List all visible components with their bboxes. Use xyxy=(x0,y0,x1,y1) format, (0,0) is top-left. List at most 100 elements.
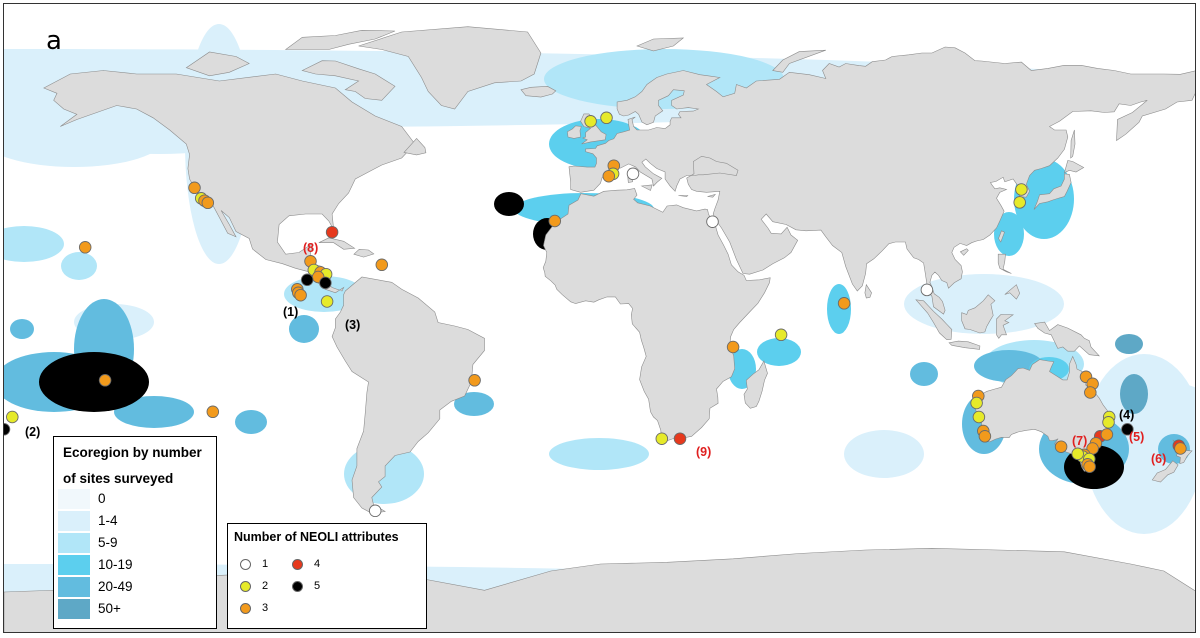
ecoregion-swatch xyxy=(58,555,90,575)
land-ireland xyxy=(567,125,582,139)
ecoregion-class-label: 10-19 xyxy=(98,557,133,572)
ecoregion-swatch xyxy=(58,599,90,619)
ecoregion-shape xyxy=(1084,354,1195,534)
neoli-legend-dot xyxy=(292,559,303,570)
ecoregion-legend-row: 1-4 xyxy=(58,511,208,531)
site-marker xyxy=(655,432,669,445)
neoli-legend-dot xyxy=(292,581,303,592)
site-marker xyxy=(972,410,986,424)
ecoregion-shape xyxy=(1115,334,1143,354)
site-marker xyxy=(584,115,597,128)
ecoregion-legend: Ecoregion by number of sites surveyed 0 1… xyxy=(53,436,217,629)
neoli-legend-value: 4 xyxy=(314,558,321,570)
land-philippines-luzon xyxy=(997,253,1012,274)
land-borneo xyxy=(961,294,996,334)
site-marker xyxy=(368,504,382,518)
neoli-legend: Number of NEOLI attributes 1 2 3 4 5 xyxy=(227,523,427,629)
land-new-guinea xyxy=(1034,321,1100,357)
ecoregion-shape xyxy=(1120,374,1148,414)
ecoregion-swatch xyxy=(58,533,90,553)
site-marker xyxy=(673,432,687,445)
ecoregion-swatch xyxy=(58,511,90,531)
site-marker xyxy=(774,328,788,342)
land-canadian-arctic-2 xyxy=(284,29,396,50)
neoli-legend-value: 3 xyxy=(262,602,269,614)
ecoregion-swatch xyxy=(58,489,90,509)
site-label: (9) xyxy=(696,445,711,459)
land-crete xyxy=(678,195,689,197)
land-novaya-zemlya xyxy=(772,49,826,73)
site-label: (8) xyxy=(303,241,318,255)
ecoregion-class-label: 50+ xyxy=(98,601,121,616)
site-label: (6) xyxy=(1151,452,1166,466)
ecoregion-shape xyxy=(289,315,319,343)
land-hokkaido xyxy=(1063,160,1085,174)
site-marker xyxy=(726,340,740,354)
site-marker xyxy=(1083,460,1096,473)
land-svalbard xyxy=(636,37,685,52)
site-marker xyxy=(188,181,201,195)
site-label: (7) xyxy=(1072,434,1087,448)
site-marker xyxy=(6,410,19,424)
land-baffin xyxy=(301,60,396,101)
land-sulawesi xyxy=(996,314,1014,339)
site-marker xyxy=(468,374,481,387)
ecoregion-legend-row: 5-9 xyxy=(58,533,208,553)
site-label: (2) xyxy=(25,425,40,439)
ecoregion-shape xyxy=(757,338,801,366)
ecoregion-legend-row: 20-49 xyxy=(58,577,208,597)
neoli-legend-title: Number of NEOLI attributes xyxy=(234,530,399,544)
neoli-legend-dot xyxy=(240,581,251,592)
panel-label: a xyxy=(46,26,62,56)
ecoregion-legend-row: 0 xyxy=(58,489,208,509)
ecoregion-shape xyxy=(910,362,938,386)
site-marker xyxy=(294,288,307,302)
land-taiwan xyxy=(998,230,1005,243)
land-africa xyxy=(542,188,771,442)
land-philippines-mindanao xyxy=(1004,284,1021,300)
ecoregion-shape xyxy=(4,226,64,262)
ecoregion-shape xyxy=(454,392,494,416)
neoli-legend-value: 5 xyxy=(314,580,321,592)
ecoregion-shape xyxy=(494,192,524,216)
ecoregion-class-label: 20-49 xyxy=(98,579,133,594)
land-new-zealand-south xyxy=(1151,460,1179,483)
site-marker xyxy=(319,276,332,290)
land-java xyxy=(948,340,981,350)
site-marker xyxy=(78,241,92,254)
ecoregion-shape xyxy=(39,352,149,412)
ecoregion-class-label: 5-9 xyxy=(98,535,118,550)
land-madagascar xyxy=(743,360,768,409)
land-cuba xyxy=(318,237,356,250)
site-marker xyxy=(1015,183,1028,196)
site-number-labels: (1) (2) (3) (4) (5) (6) (7) (8) (9) xyxy=(25,241,1166,466)
site-marker xyxy=(970,396,983,410)
site-label: (3) xyxy=(345,318,360,332)
ecoregion-legend-title-line2: of sites surveyed xyxy=(63,471,174,486)
ecoregion-legend-title-line1: Ecoregion by number xyxy=(63,445,202,460)
site-label: (4) xyxy=(1119,408,1134,422)
site-label: (5) xyxy=(1129,430,1144,444)
ecoregion-legend-row: 50+ xyxy=(58,599,208,619)
site-marker xyxy=(600,111,613,125)
site-marker xyxy=(325,225,339,239)
site-label: (1) xyxy=(283,305,298,319)
neoli-legend-dot xyxy=(240,603,251,614)
site-marker xyxy=(602,169,616,183)
site-marker xyxy=(4,423,11,436)
ecoregion-class-label: 0 xyxy=(98,491,106,506)
site-marker xyxy=(1102,416,1115,429)
site-marker xyxy=(837,297,851,310)
site-marker xyxy=(626,167,640,181)
world-map: (1) (2) (3) (4) (5) (6) (7) (8) (9) xyxy=(4,24,1195,632)
site-markers xyxy=(4,111,1187,518)
land-north-america xyxy=(43,70,416,294)
neoli-legend-value: 1 xyxy=(262,558,269,570)
land-sakhalin xyxy=(1070,129,1076,159)
land-iceland xyxy=(520,85,557,98)
ecoregion-shape xyxy=(235,410,267,434)
site-marker xyxy=(1084,386,1097,399)
site-marker xyxy=(1054,440,1068,453)
land-newfoundland xyxy=(403,137,427,156)
ecoregion-shape xyxy=(10,319,34,339)
